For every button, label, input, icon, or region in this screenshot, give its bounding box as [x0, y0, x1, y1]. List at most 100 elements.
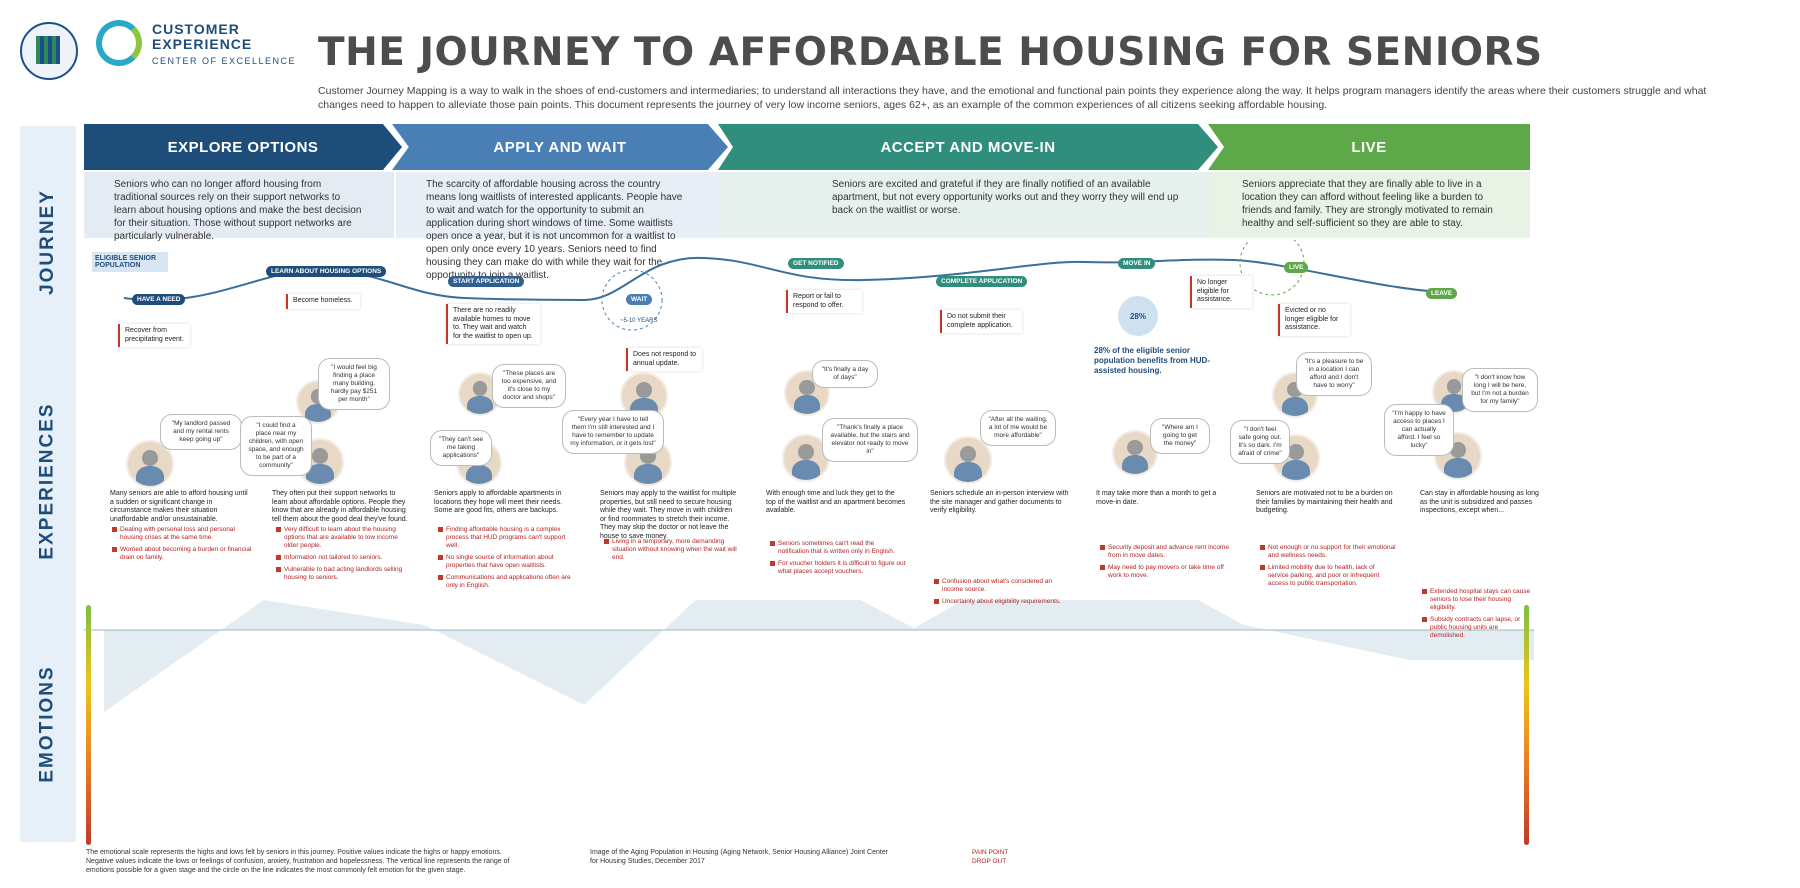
experience-8: Seniors are motivated not to be a burden…	[1256, 490, 1393, 515]
emotion-item: Finding affordable housing is a complex …	[438, 526, 576, 550]
emotion-item: Living in a temporary, more demanding si…	[604, 538, 740, 562]
experience-7: It may take more than a month to get a m…	[1096, 490, 1217, 506]
pain-no-homes: There are no readily available homes to …	[446, 304, 540, 344]
quote-3: "I would feel big finding a place many b…	[318, 358, 390, 410]
row-journey-label: JOURNEY	[37, 189, 59, 295]
experience-2: They often put their support networks to…	[272, 490, 408, 523]
emotion-scale-left	[86, 605, 91, 845]
ce-subtitle: CENTER OF EXCELLENCE	[152, 56, 297, 66]
emotion-item: Information not tailored to seniors.	[276, 554, 414, 562]
emotion-item: Very difficult to learn about the housin…	[276, 526, 414, 550]
pain-not-submit: Do not submit their complete application…	[940, 310, 1022, 333]
quote-9: "Thank's finally a place available, but …	[822, 418, 918, 462]
row-experiences-label: EXPERIENCES	[37, 402, 58, 560]
emotion-item: Limited mobility due to health, lack of …	[1260, 564, 1396, 588]
emotion-item: Seniors sometimes can't read the notific…	[770, 540, 906, 556]
node-leave: LEAVE	[1426, 288, 1458, 299]
node-have-a-need: HAVE A NEED	[132, 294, 186, 305]
emotions-1: Dealing with personal loss and personal …	[112, 526, 252, 566]
experience-5: With enough time and luck they get to th…	[766, 490, 906, 515]
emotion-item: Subsidy contracts can lapse, or public h…	[1422, 616, 1532, 640]
ce-line-2: EXPERIENCE	[152, 36, 253, 52]
quote-2: "I could find a place near my children, …	[240, 416, 312, 476]
row-experiences: EXPERIENCES	[20, 366, 76, 596]
emotion-item: Vulnerable to bad acting landlords selli…	[276, 566, 414, 582]
emotions-8: Not enough or no support for their emoti…	[1260, 544, 1396, 592]
quote-13: "It's a pleasure to be in a location I c…	[1296, 352, 1372, 396]
node-move-in: MOVE IN	[1118, 258, 1156, 269]
phase-explore-desc: Seniors who can no longer afford housing…	[84, 172, 394, 242]
row-label-bar: JOURNEY EXPERIENCES EMOTIONS	[20, 126, 76, 842]
emotion-item: May need to pay movers or take time off …	[1100, 564, 1236, 580]
phase-live-desc: Seniors appreciate that they are finally…	[1212, 172, 1530, 238]
emotions-6: Confusion about what's considered an inc…	[934, 578, 1070, 610]
pain-no-update: Does not respond to annual update.	[626, 348, 702, 371]
node-live: LIVE	[1284, 262, 1309, 273]
quote-1: "My landlord passed and my rental rents …	[160, 414, 242, 450]
wait-ring	[601, 269, 663, 331]
quote-6: "Every year I have to tell them I'm stil…	[562, 410, 664, 454]
experience-6: Seniors schedule an in-person interview …	[930, 490, 1069, 515]
phase-accept-desc: Seniors are excited and grateful if they…	[722, 172, 1214, 238]
experience-3: Seniors apply to affordable apartments i…	[434, 490, 563, 515]
emotion-scale-note: The emotional scale represents the highs…	[86, 849, 510, 874]
emotions-2: Very difficult to learn about the housin…	[276, 526, 414, 586]
emotions-3: Finding affordable housing is a complex …	[438, 526, 576, 594]
ce-title: CUSTOMER EXPERIENCE	[152, 22, 252, 52]
source-citation: Image of the Aging Population in Housing…	[590, 849, 889, 865]
pain-fail-respond: Report or fail to respond to offer.	[786, 290, 862, 313]
quote-10: "After all the waiting, a lot of me woul…	[980, 410, 1056, 446]
hud-seal-icon	[20, 22, 78, 80]
emotion-area	[104, 600, 1534, 712]
stat-text: 28% of the eligible senior population be…	[1094, 346, 1210, 375]
pain-no-longer-eligible: No longer eligible for assistance.	[1190, 276, 1252, 308]
emotion-item: Worried about becoming a burden or finan…	[112, 546, 252, 562]
experience-9: Can stay in affordable housing as long a…	[1420, 490, 1539, 515]
emotion-item: For voucher holders it is difficult to f…	[770, 560, 906, 576]
phase-accept-label: ACCEPT AND MOVE-IN	[880, 138, 1056, 156]
phase-apply-desc: The scarcity of affordable housing acros…	[396, 172, 722, 281]
wait-years: ~5-10 YEARS	[620, 318, 658, 324]
eligible-population-tag: ELIGIBLE SENIOR POPULATION	[92, 252, 168, 272]
phase-apply: APPLY AND WAIT	[392, 124, 728, 170]
phase-live-label: LIVE	[1351, 138, 1387, 156]
emotion-item: Not enough or no support for their emoti…	[1260, 544, 1396, 560]
emotion-item: Security deposit and advance rent income…	[1100, 544, 1236, 560]
emotions-7: Security deposit and advance rent income…	[1100, 544, 1236, 584]
intro-text: Customer Journey Mapping is a way to wal…	[318, 85, 1707, 111]
node-start-application: START APPLICATION	[448, 276, 525, 287]
pain-evicted: Evicted or no longer eligible for assist…	[1278, 304, 1350, 336]
emotion-curve	[84, 600, 1534, 712]
node-wait: WAIT	[626, 294, 653, 305]
node-learn-options: LEARN ABOUT HOUSING OPTIONS	[266, 266, 387, 277]
stat-pie: 28%	[1118, 296, 1158, 336]
quote-11: "Where am I going to get the money"	[1150, 418, 1210, 454]
legend-drop-out: DROP OUT	[972, 858, 1007, 865]
row-journey: JOURNEY	[20, 126, 76, 358]
emotion-item: Confusion about what's considered an inc…	[934, 578, 1070, 594]
phase-explore-label: EXPLORE OPTIONS	[167, 138, 319, 156]
experience-4: Seniors may apply to the waitlist for mu…	[600, 490, 737, 540]
legend: PAIN POINT DROP OUT	[972, 848, 1008, 866]
emotion-scale-right	[1524, 605, 1529, 845]
phase-apply-label: APPLY AND WAIT	[493, 138, 627, 156]
node-get-notified: GET NOTIFIED	[788, 258, 844, 269]
row-emotions-label: EMOTIONS	[37, 665, 58, 783]
row-emotions: EMOTIONS	[20, 606, 76, 842]
experience-1: Many seniors are able to afford housing …	[110, 490, 248, 523]
node-complete-application: COMPLETE APPLICATION	[936, 276, 1028, 287]
customer-experience-logo-icon	[96, 20, 142, 66]
quote-12: "I don't feel safe going out. It's so da…	[1230, 420, 1290, 464]
emotions-9: Extended hospital stays can cause senior…	[1422, 588, 1532, 644]
emotion-item: Extended hospital stays can cause senior…	[1422, 588, 1532, 612]
quote-4: "These places are too expensive, and it'…	[492, 364, 566, 408]
emotion-item: No single source of information about pr…	[438, 554, 576, 570]
quote-8: "It's finally a day of days"	[812, 360, 878, 388]
avatar-senior-10	[944, 436, 992, 484]
phase-explore: EXPLORE OPTIONS	[84, 124, 402, 170]
phase-live: LIVE	[1208, 124, 1530, 170]
emotions-5: Seniors sometimes can't read the notific…	[770, 540, 906, 580]
emotion-item: Uncertainty about eligibility requiremen…	[934, 598, 1070, 606]
ce-line-1: CUSTOMER	[152, 21, 240, 37]
emotion-item: Dealing with personal loss and personal …	[112, 526, 252, 542]
